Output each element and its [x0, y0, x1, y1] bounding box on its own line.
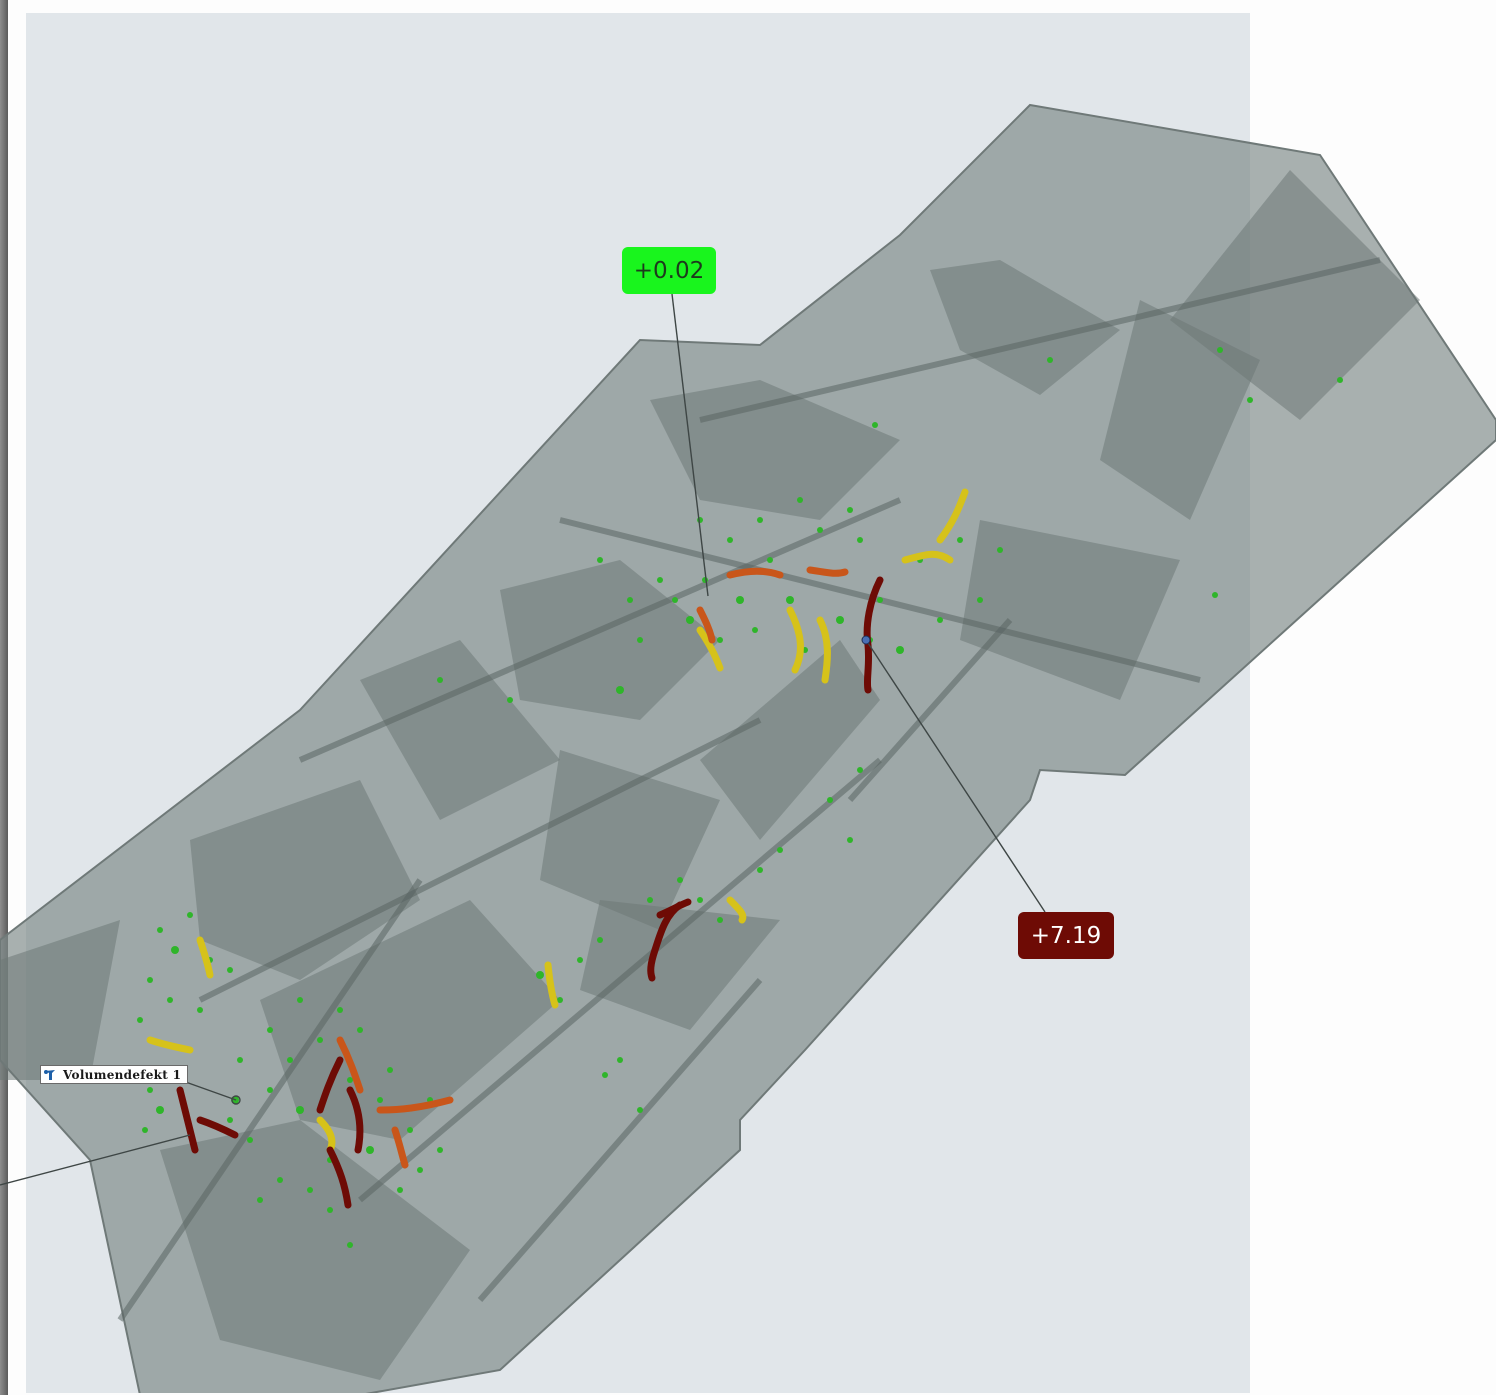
deviation-label-right[interactable]: +7.19	[1018, 912, 1114, 959]
measurement-point-icon[interactable]	[861, 635, 871, 645]
deviation-label-top[interactable]: +0.02	[622, 247, 716, 294]
leader-line-defect	[0, 1134, 191, 1186]
volume-defect-text: Volumendefekt 1	[63, 1067, 182, 1082]
porosity-defects	[137, 347, 1343, 1248]
dark-red-defects	[176, 576, 884, 1209]
leader-line-top	[671, 293, 709, 597]
yellow-defects	[146, 488, 969, 1154]
orange-defects	[336, 566, 849, 1169]
leader-line-defect-label	[179, 1079, 237, 1101]
defect-marker-icon	[43, 1068, 57, 1081]
part-edges	[117, 257, 1381, 1322]
part-internal-structures	[0, 170, 1420, 1380]
defect-anchor-icon[interactable]	[231, 1095, 241, 1105]
leader-line-right	[865, 639, 1046, 913]
volume-defect-label[interactable]: Volumendefekt 1	[40, 1065, 189, 1084]
window-edge	[0, 0, 8, 1395]
